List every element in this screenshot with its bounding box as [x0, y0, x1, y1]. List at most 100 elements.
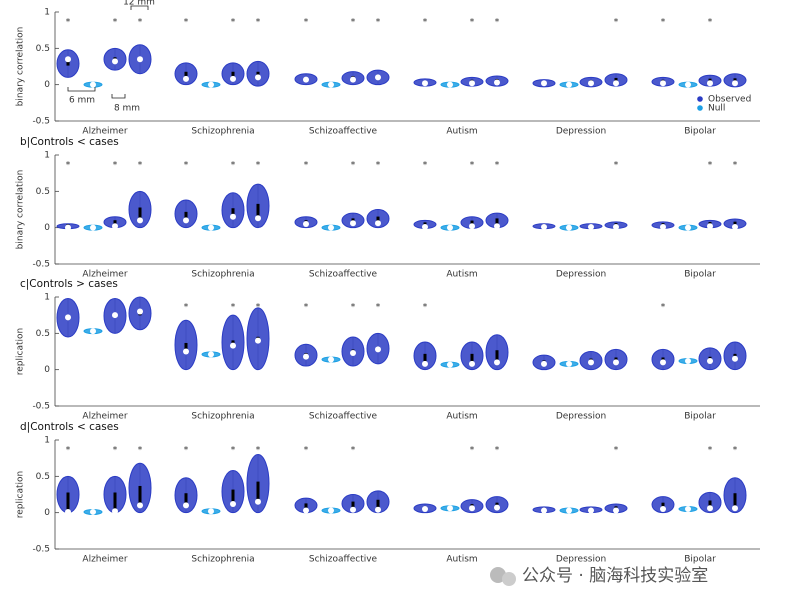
- y-tick-label: -0.5: [32, 402, 50, 412]
- significance-marker: *: [113, 161, 118, 171]
- median: [685, 357, 691, 364]
- median: [541, 360, 547, 367]
- y-tick-label: 0: [44, 365, 50, 375]
- median-bar: [184, 342, 188, 354]
- scale-bracket: [130, 5, 149, 10]
- annotation: 6 mm: [69, 96, 95, 106]
- median: [137, 502, 143, 509]
- median: [90, 81, 96, 88]
- panel-title: c|Controls > cases: [20, 278, 118, 290]
- scale-bracket: [67, 87, 96, 92]
- median: [112, 508, 118, 515]
- median: [588, 359, 594, 366]
- x-tick-label: Schizoaffective: [309, 412, 378, 422]
- x-tick-label: Schizoaffective: [309, 270, 378, 280]
- median: [660, 223, 666, 230]
- median: [112, 312, 118, 319]
- x-tick-label: Alzheimer: [82, 127, 127, 137]
- median: [65, 314, 71, 321]
- median: [613, 223, 619, 230]
- significance-marker: *: [351, 18, 356, 28]
- median: [183, 217, 189, 224]
- significance-marker: *: [113, 18, 118, 28]
- median: [588, 223, 594, 230]
- median-bar: [256, 203, 260, 221]
- median: [350, 349, 356, 356]
- median: [230, 342, 236, 349]
- significance-marker: *: [138, 18, 143, 28]
- median-bar: [113, 492, 117, 514]
- median-bar: [351, 501, 355, 512]
- median: [566, 81, 572, 88]
- median-bar: [66, 492, 70, 514]
- median: [375, 346, 381, 353]
- significance-marker: *: [733, 446, 738, 456]
- panel-title: b|Controls < cases: [20, 136, 119, 148]
- significance-marker: *: [614, 18, 619, 28]
- y-axis-label: replication: [16, 471, 26, 518]
- median-bar: [423, 353, 427, 366]
- median: [660, 359, 666, 366]
- median: [447, 505, 453, 512]
- median: [375, 74, 381, 81]
- significance-marker: *: [304, 446, 309, 456]
- significance-marker: *: [495, 18, 500, 28]
- median: [350, 220, 356, 227]
- y-tick-label: 0: [44, 508, 50, 518]
- x-tick-label: Autism: [446, 412, 477, 422]
- significance-marker: *: [304, 303, 309, 313]
- significance-marker: *: [113, 446, 118, 456]
- median: [230, 75, 236, 82]
- median: [422, 506, 428, 513]
- significance-marker: *: [733, 161, 738, 171]
- significance-marker: *: [66, 161, 71, 171]
- x-tick-label: Bipolar: [684, 270, 716, 280]
- median: [65, 508, 71, 515]
- median: [303, 507, 309, 514]
- y-axis-label: binary correlation: [16, 27, 26, 107]
- significance-marker: *: [231, 18, 236, 28]
- y-tick-label: 0: [44, 80, 50, 90]
- median: [494, 79, 500, 86]
- median: [328, 507, 334, 514]
- median: [732, 80, 738, 87]
- significance-marker: *: [184, 161, 189, 171]
- y-tick-label: -0.5: [32, 260, 50, 270]
- y-tick-label: 1: [44, 293, 50, 303]
- significance-marker: *: [184, 446, 189, 456]
- x-tick-label: Depression: [556, 127, 606, 137]
- median: [208, 81, 214, 88]
- x-tick-label: Autism: [446, 127, 477, 137]
- median: [541, 507, 547, 514]
- median: [566, 224, 572, 231]
- median: [65, 56, 71, 63]
- significance-marker: *: [708, 446, 713, 456]
- median: [230, 500, 236, 507]
- significance-marker: *: [231, 161, 236, 171]
- median: [137, 217, 143, 224]
- legend-swatch: [697, 105, 703, 111]
- median: [255, 74, 261, 81]
- significance-marker: *: [231, 303, 236, 313]
- x-tick-label: Autism: [446, 270, 477, 280]
- median: [90, 508, 96, 515]
- significance-marker: *: [231, 446, 236, 456]
- median: [350, 76, 356, 83]
- median: [685, 506, 691, 513]
- x-tick-label: Schizophrenia: [191, 555, 254, 565]
- median: [375, 506, 381, 513]
- median: [208, 508, 214, 515]
- y-tick-label: 0.5: [36, 187, 50, 197]
- significance-marker: *: [138, 446, 143, 456]
- y-tick-label: 1: [44, 151, 50, 161]
- median: [303, 221, 309, 228]
- significance-marker: *: [708, 161, 713, 171]
- median: [588, 80, 594, 87]
- y-axis-label: binary correlation: [16, 170, 26, 250]
- significance-marker: *: [470, 18, 475, 28]
- median: [303, 76, 309, 83]
- x-tick-label: Depression: [556, 270, 606, 280]
- significance-marker: *: [304, 18, 309, 28]
- significance-marker: *: [376, 303, 381, 313]
